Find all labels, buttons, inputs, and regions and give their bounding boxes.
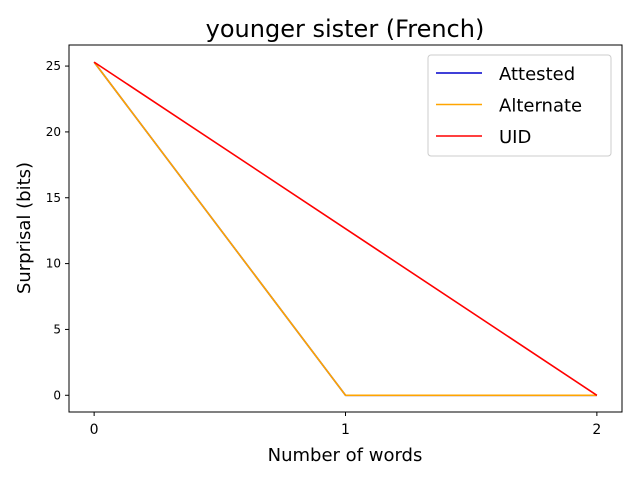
y-tick-label: 0: [53, 388, 61, 402]
series-line-alternate: [93, 61, 597, 397]
y-tick-label: 5: [53, 322, 61, 336]
y-tick-label: 20: [46, 125, 61, 139]
legend-label-uid: UID: [499, 127, 531, 148]
legend-box: [427, 54, 612, 157]
y-tick-label: 25: [46, 59, 61, 73]
plot-area: 0 5 10 15 20 25 0 1 2: [46, 44, 623, 438]
x-tick-label: 2: [592, 422, 601, 438]
x-tick-label: 1: [341, 422, 350, 438]
legend: Attested Alternate UID: [427, 54, 612, 157]
y-tick-label: 15: [46, 191, 61, 205]
chart-title: younger sister (French): [206, 15, 485, 43]
y-tick-label: 10: [46, 257, 61, 271]
x-tick-label: 0: [90, 422, 99, 438]
y-axis-label: Surprisal (bits): [14, 162, 35, 294]
series-line-uid: [93, 61, 598, 396]
x-axis-label: Number of words: [268, 445, 423, 466]
legend-label-attested: Attested: [499, 64, 575, 85]
legend-label-alternate: Alternate: [499, 96, 582, 117]
